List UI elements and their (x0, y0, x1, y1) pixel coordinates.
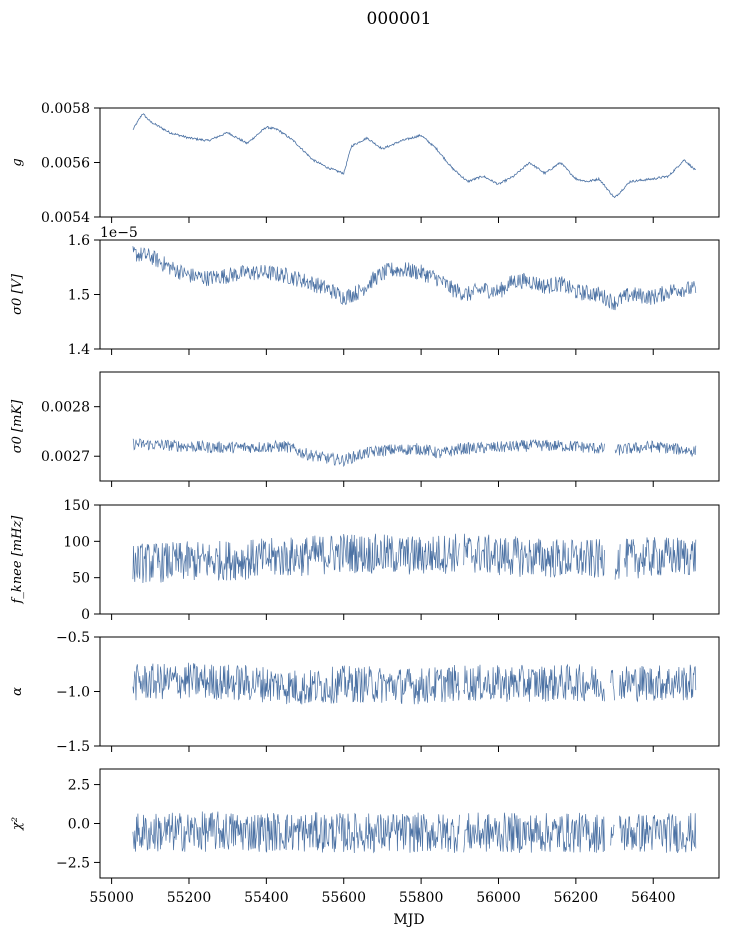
y-tick-label: 0 (81, 607, 90, 623)
x-tick-label: 56000 (476, 890, 521, 906)
panels: 0.0058 0.0056 0.0054 g 1.6 1.5 1.4 1e−5 σ0 [V] 0.… (10, 101, 720, 906)
y-axis-label: g (10, 158, 25, 166)
x-tick-label: 55000 (89, 890, 134, 906)
y-axis-label: f_knee [mHz] (10, 515, 25, 605)
y-tick-label: 0.0027 (41, 449, 90, 465)
y-tick-label: 50 (72, 571, 90, 587)
panel-1: 0.0058 0.0056 0.0054 g (10, 101, 720, 226)
series-line (132, 533, 697, 584)
y-tick-label: −2.5 (56, 855, 90, 871)
series-line (132, 113, 696, 199)
axes-frame (99, 504, 720, 615)
series-line (132, 662, 697, 705)
y-tick-label: 1.5 (68, 288, 90, 304)
y-tick-label: −1.0 (56, 685, 90, 701)
y-tick-label: 0.0054 (41, 210, 90, 226)
axes-frame (99, 636, 720, 747)
series-line (132, 246, 697, 311)
y-axis-label: χ² (10, 817, 25, 831)
series-line (132, 438, 697, 468)
y-axis-label: σ0 [V] (10, 273, 25, 315)
panel-5: −0.5 −1.0 −1.5 α (10, 630, 720, 755)
panel-6: 2.5 0.0 −2.5 55000 55200 55400 55600 55800 56000… (10, 768, 720, 906)
x-tick-label: 55400 (244, 890, 289, 906)
axes-frame (99, 107, 720, 218)
y-tick-label: 2.5 (68, 778, 90, 794)
y-tick-label: 0.0028 (41, 400, 90, 416)
panel-3: 0.0028 0.0027 σ0 [mK] (10, 371, 720, 487)
x-tick-label: 55800 (399, 890, 444, 906)
x-tick-label: 56200 (554, 890, 599, 906)
y-tick-label: 1.4 (68, 342, 90, 358)
y-tick-label: −1.5 (56, 739, 90, 755)
y-tick-label: −0.5 (56, 630, 90, 646)
y-tick-label: 100 (63, 534, 90, 550)
y-tick-label: 150 (63, 498, 90, 514)
y-axis-label: α (10, 687, 25, 696)
y-tick-label: 1.6 (68, 233, 90, 249)
axes-frame (99, 371, 720, 482)
y-tick-label: 0.0 (68, 817, 90, 833)
figure-title: 000001 (367, 9, 432, 29)
x-axis-label: MJD (393, 912, 424, 928)
panel-2: 1.6 1.5 1.4 1e−5 σ0 [V] (10, 225, 720, 358)
x-tick-label: 55200 (167, 890, 212, 906)
panel-4: 150 100 50 0 f_knee [mHz] (10, 498, 720, 623)
y-tick-label: 0.0058 (41, 101, 90, 117)
x-tick-label: 55600 (321, 890, 366, 906)
y-axis-label: σ0 [mK] (10, 399, 25, 453)
y-offset-text: 1e−5 (100, 225, 138, 241)
x-tick-label: 56400 (631, 890, 676, 906)
series-line (132, 811, 697, 854)
y-tick-label: 0.0056 (41, 156, 90, 172)
